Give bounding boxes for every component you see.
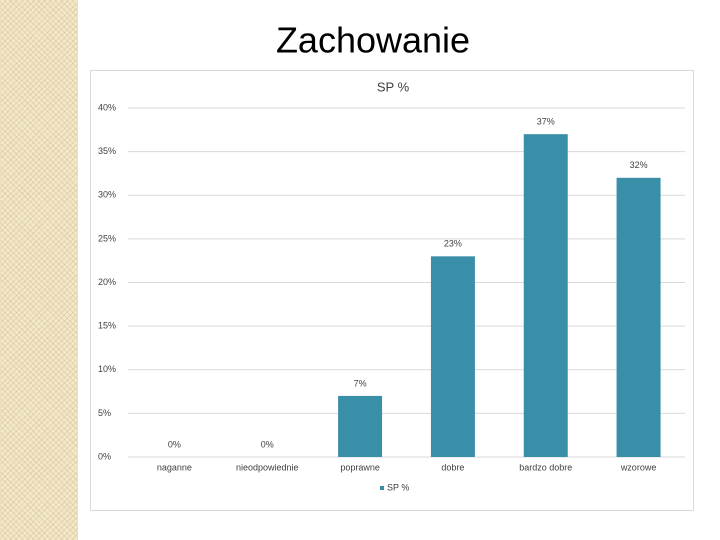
chart-title: SP % — [377, 79, 410, 94]
decorative-strip — [0, 0, 78, 540]
x-tick-label: bardzo dobre — [519, 462, 572, 472]
data-label: 23% — [444, 239, 462, 249]
y-tick-label: 35% — [98, 146, 116, 156]
data-label: 37% — [537, 117, 555, 127]
x-tick-label: wzorowe — [620, 462, 657, 472]
y-tick-label: 25% — [98, 233, 116, 243]
data-label: 0% — [168, 439, 181, 449]
y-tick-label: 30% — [98, 190, 116, 200]
x-tick-label: naganne — [157, 462, 192, 472]
bar — [430, 256, 475, 457]
data-label: 7% — [354, 378, 367, 388]
chart-frame — [90, 70, 694, 511]
data-label: 32% — [630, 160, 648, 170]
y-tick-label: 10% — [98, 364, 116, 374]
y-tick-label: 0% — [98, 451, 111, 461]
x-tick-label: nieodpowiednie — [236, 462, 299, 472]
y-tick-label: 40% — [98, 102, 116, 112]
y-tick-label: 20% — [98, 277, 116, 287]
slide-title: Zachowanie — [276, 20, 470, 61]
x-tick-label: poprawne — [340, 462, 380, 472]
bar — [523, 134, 568, 458]
data-label: 0% — [261, 439, 274, 449]
y-tick-label: 5% — [98, 408, 111, 418]
legend-entry: SP % — [387, 482, 409, 492]
y-tick-label: 15% — [98, 321, 116, 331]
bar — [616, 177, 661, 458]
legend-marker — [380, 486, 384, 490]
bar — [338, 395, 383, 457]
x-tick-label: dobre — [441, 462, 464, 472]
